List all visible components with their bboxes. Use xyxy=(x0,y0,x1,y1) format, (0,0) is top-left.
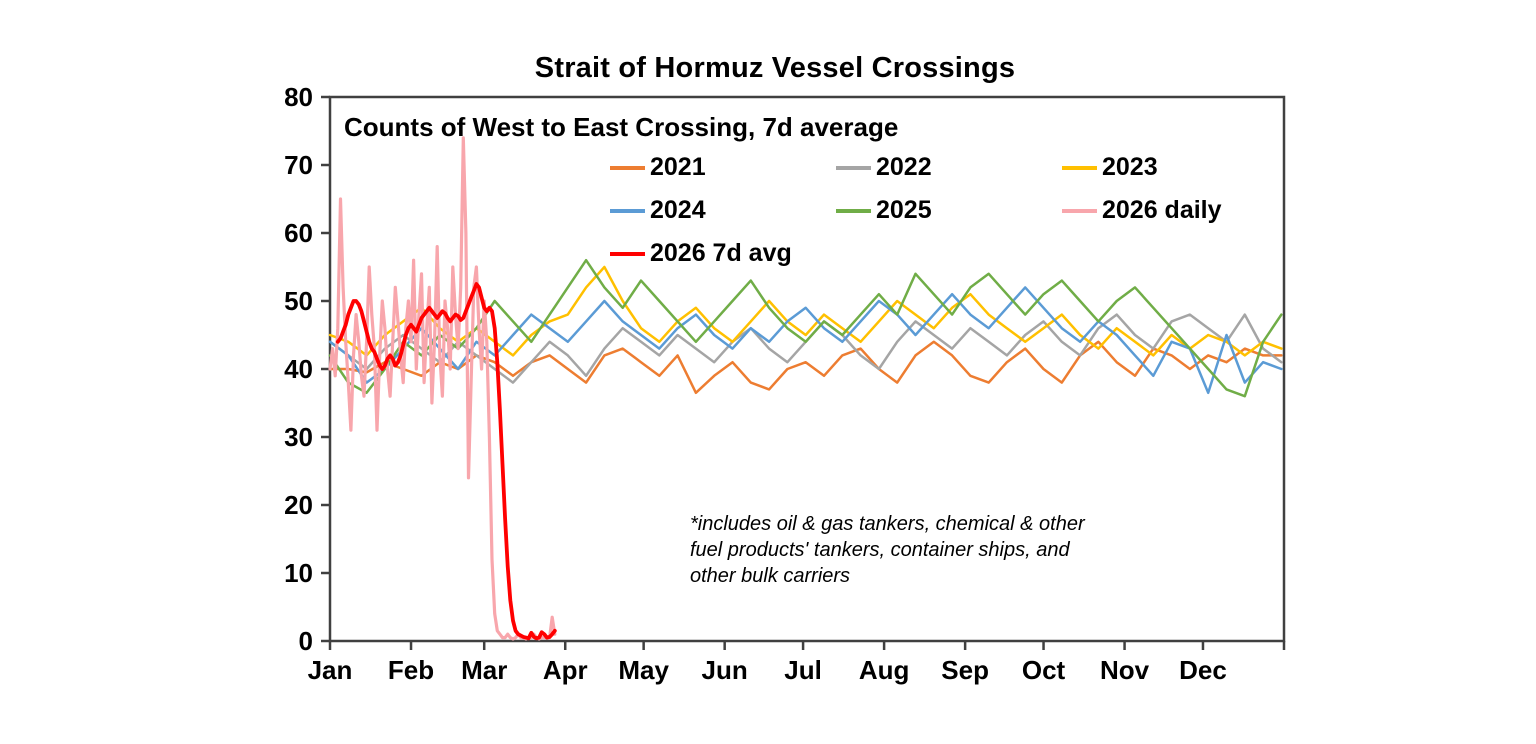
y-axis-label-50: 50 xyxy=(284,286,313,316)
legend-item-2026-daily: 2026 daily xyxy=(1062,189,1288,232)
legend-item-2026-7d-avg: 2026 7d avg xyxy=(610,232,836,275)
x-axis-label-may: May xyxy=(618,655,669,685)
series-line-2026-7d-avg xyxy=(335,282,557,641)
legend-label: 2024 xyxy=(650,196,706,224)
series-line-2026-daily xyxy=(328,136,557,641)
legend-swatch-icon xyxy=(610,165,645,170)
legend-item-2023: 2023 xyxy=(1062,146,1288,189)
footnote-line-2: fuel products' tankers, container ships,… xyxy=(690,539,1070,561)
chart-title: Strait of Hormuz Vessel Crossings xyxy=(534,52,1016,84)
series-line-2023 xyxy=(328,265,1283,357)
x-axis-label-nov: Nov xyxy=(1100,655,1150,685)
y-axis-label-70: 70 xyxy=(284,150,313,180)
legend-item-2021: 2021 xyxy=(610,146,836,189)
chart-legend: 2021 2022 2023 2024 2025 2026 daily 2026 7d av… xyxy=(610,146,1288,275)
x-axis-label-oct: Oct xyxy=(1021,655,1066,685)
x-axis-label-jul: Jul xyxy=(784,655,822,685)
y-axis-label-20: 20 xyxy=(284,490,313,520)
y-axis-label-10: 10 xyxy=(284,558,313,588)
footnote-line-3: other bulk carriers xyxy=(690,565,851,587)
x-axis-label-feb: Feb xyxy=(387,655,435,685)
legend-item-2022: 2022 xyxy=(836,146,1062,189)
legend-swatch-icon xyxy=(1062,165,1097,170)
x-axis-label-jan: Jan xyxy=(307,655,353,685)
legend-swatch-icon xyxy=(1062,208,1097,213)
x-axis-label-sep: Sep xyxy=(941,655,989,685)
legend-label: 2026 7d avg xyxy=(650,239,792,267)
legend-label: 2023 xyxy=(1102,153,1158,181)
legend-label: 2026 daily xyxy=(1102,196,1222,224)
x-axis-label-mar: Mar xyxy=(461,655,508,685)
x-axis-label-apr: Apr xyxy=(542,655,588,685)
legend-item-2024: 2024 xyxy=(610,189,836,232)
legend-swatch-icon xyxy=(610,251,645,256)
legend-swatch-icon xyxy=(836,208,871,213)
legend-label: 2022 xyxy=(876,153,932,181)
x-axis-label-dec: Dec xyxy=(1179,655,1227,685)
chart-footnote: *includes oil & gas tankers, chemical & … xyxy=(690,511,1160,589)
x-axis-label-jun: Jun xyxy=(701,655,748,685)
chart-subtitle: Counts of West to East Crossing, 7d aver… xyxy=(344,112,899,142)
y-axis-label-0: 0 xyxy=(298,626,313,656)
y-axis-label-40: 40 xyxy=(284,354,313,384)
legend-swatch-icon xyxy=(610,208,645,213)
legend-label: 2021 xyxy=(650,153,706,181)
legend-item-2025: 2025 xyxy=(836,189,1062,232)
footnote-line-1: *includes oil & gas tankers, chemical & … xyxy=(690,513,1085,535)
y-axis-label-80: 80 xyxy=(284,82,313,112)
legend-label: 2025 xyxy=(876,196,932,224)
legend-swatch-icon xyxy=(836,165,871,170)
y-axis-label-60: 60 xyxy=(284,218,313,248)
x-axis-label-aug: Aug xyxy=(858,655,910,685)
y-axis-label-30: 30 xyxy=(284,422,313,452)
